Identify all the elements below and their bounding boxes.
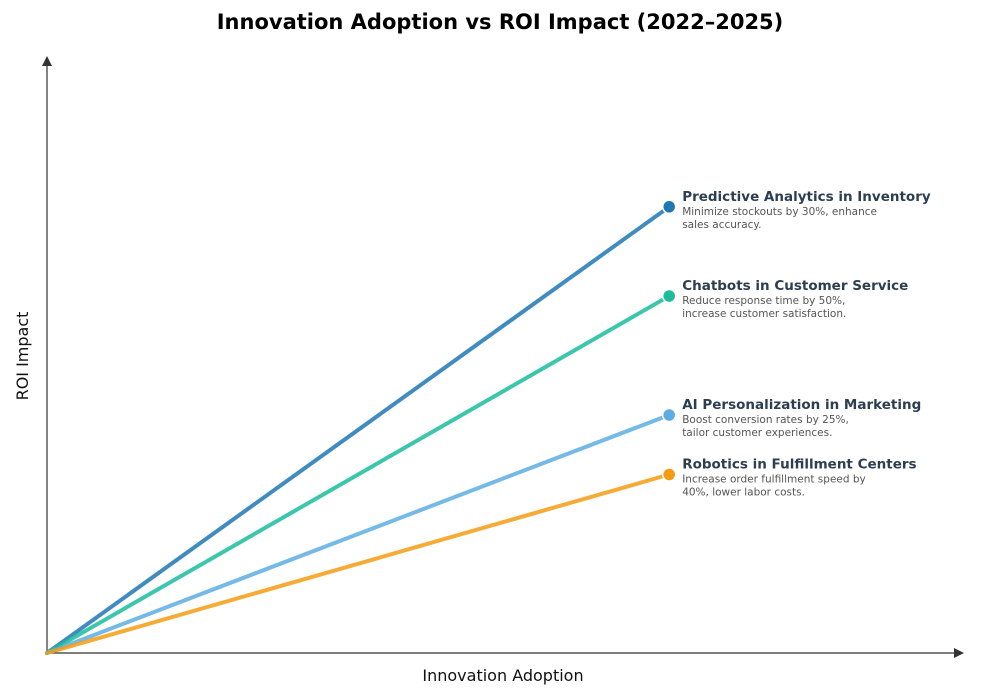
x-axis-label: Innovation Adoption bbox=[422, 666, 583, 685]
series-endpoint bbox=[661, 288, 677, 304]
series-robotics-in-fulfillment-centers: Robotics in Fulfillment CentersIncrease … bbox=[45, 457, 917, 655]
series-line bbox=[45, 413, 672, 655]
series-line bbox=[45, 472, 672, 655]
series-line bbox=[45, 294, 672, 655]
series-endpoint bbox=[661, 467, 677, 482]
series-description: tailor customer experiences. bbox=[682, 427, 832, 439]
series-layer: Predictive Analytics in InventoryMinimiz… bbox=[45, 189, 931, 655]
chart-title: Innovation Adoption vs ROI Impact (2022–… bbox=[216, 10, 784, 34]
series-label: Chatbots in Customer Service bbox=[682, 278, 908, 294]
series-description: 40%, lower labor costs. bbox=[682, 487, 805, 499]
series-label: Robotics in Fulfillment Centers bbox=[682, 457, 916, 473]
series-label: Predictive Analytics in Inventory bbox=[682, 189, 931, 205]
series-endpoint bbox=[661, 199, 677, 214]
series-description: Boost conversion rates by 25%, bbox=[682, 414, 849, 426]
series-description: sales accuracy. bbox=[682, 219, 761, 231]
series-line bbox=[45, 204, 672, 655]
series-description: Increase order fulfillment speed by bbox=[682, 474, 866, 486]
series-description: increase customer satisfaction. bbox=[682, 308, 846, 320]
series-endpoint bbox=[661, 407, 677, 423]
y-axis-label: ROI Impact bbox=[13, 312, 32, 401]
series-description: Reduce response time by 50%, bbox=[682, 295, 845, 307]
series-description: Minimize stockouts by 30%, enhance bbox=[682, 206, 877, 218]
series-predictive-analytics-in-inventory: Predictive Analytics in InventoryMinimiz… bbox=[45, 189, 931, 655]
series-label: AI Personalization in Marketing bbox=[682, 397, 921, 413]
